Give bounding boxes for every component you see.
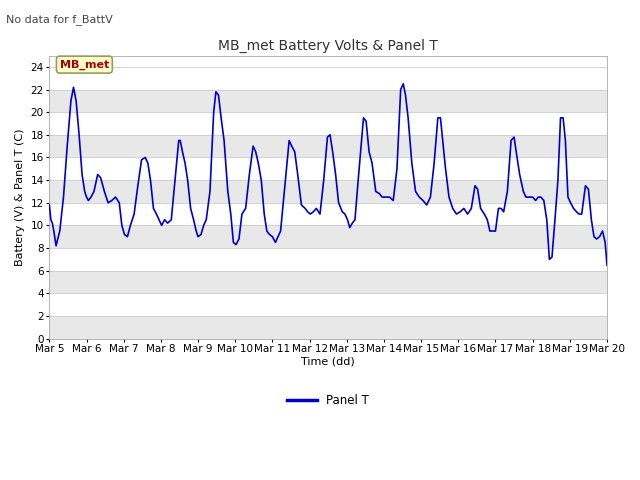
- X-axis label: Time (dd): Time (dd): [301, 357, 355, 367]
- Bar: [49, 226, 607, 248]
- Text: MB_met: MB_met: [60, 60, 109, 70]
- Title: MB_met Battery Volts & Panel T: MB_met Battery Volts & Panel T: [218, 39, 438, 53]
- Y-axis label: Battery (V) & Panel T (C): Battery (V) & Panel T (C): [15, 128, 25, 266]
- Bar: [49, 271, 607, 293]
- Bar: [49, 316, 607, 338]
- Bar: [49, 90, 607, 112]
- Legend: Panel T: Panel T: [282, 390, 374, 412]
- Bar: [49, 180, 607, 203]
- Bar: [49, 135, 607, 157]
- Text: No data for f_BattV: No data for f_BattV: [6, 14, 113, 25]
